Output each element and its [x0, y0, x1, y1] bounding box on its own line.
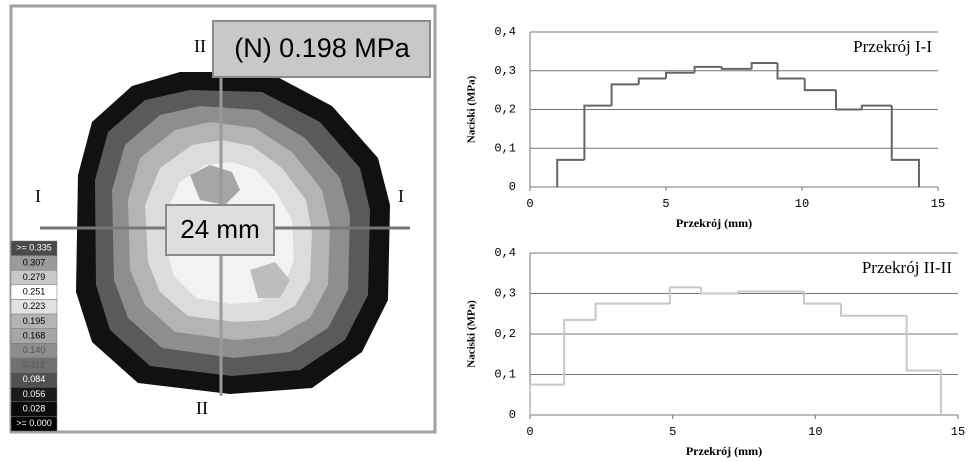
- step: [840, 303, 907, 317]
- legend-label: 0.112: [23, 360, 45, 370]
- legend: >= 0.335 0.307 0.279 0.251 0.223 0.195 0.168 0.…: [10, 240, 58, 432]
- y-tick-label: 0: [509, 180, 516, 194]
- step: [700, 287, 739, 295]
- x-tick-label: 10: [795, 197, 809, 211]
- step: [610, 83, 639, 106]
- y-tick-label: 0,3: [494, 287, 516, 301]
- y-tick-label: 0,1: [494, 368, 516, 382]
- step: [802, 291, 842, 305]
- step: [563, 318, 596, 385]
- scale-label: 24 mm: [180, 214, 259, 244]
- legend-label: 0.056: [23, 389, 46, 399]
- step: [693, 65, 722, 73]
- y-axis-label: Naciski (MPa): [466, 75, 478, 143]
- y-tick-label: 0,4: [494, 25, 516, 39]
- legend-label: 0.195: [23, 316, 46, 326]
- contour: [190, 165, 240, 205]
- annotation: Przekrój I-I: [853, 37, 932, 56]
- step: [556, 158, 585, 187]
- step: [637, 77, 666, 85]
- scale-box: [165, 204, 275, 256]
- step: [665, 71, 695, 79]
- step: [776, 63, 805, 80]
- annotation: Przekrój II-II: [862, 258, 952, 277]
- step: [529, 383, 565, 415]
- step: [905, 315, 942, 415]
- legend-label: 0.028: [23, 403, 46, 413]
- legend-label: 0.223: [23, 301, 46, 311]
- y-tick-label: 0,3: [494, 64, 516, 78]
- y-axis-label: Naciski (MPa): [466, 300, 478, 368]
- x-tick-label: 5: [669, 425, 676, 439]
- section-label: I: [35, 186, 41, 206]
- y-tick-label: 0,4: [494, 246, 516, 260]
- legend-label: 0.307: [23, 257, 46, 267]
- step: [594, 302, 670, 320]
- reading-box: [212, 20, 431, 78]
- y-tick-label: 0,2: [494, 103, 516, 117]
- section-label: II: [196, 398, 208, 418]
- step: [835, 90, 862, 111]
- step: [750, 62, 778, 69]
- legend-label: 0.084: [23, 374, 46, 384]
- step: [860, 104, 892, 110]
- y-tick-label: 0: [509, 408, 516, 422]
- step: [720, 66, 752, 70]
- x-axis-label: Przekrój (mm): [676, 216, 752, 230]
- x-tick-label: 0: [526, 197, 533, 211]
- step: [583, 104, 612, 160]
- legend-swatch: [10, 416, 58, 432]
- contour: [250, 262, 290, 298]
- y-tick-label: 0,1: [494, 141, 516, 155]
- x-tick-label: 5: [662, 197, 669, 211]
- y-tick-label: 0,2: [494, 327, 516, 341]
- reading: (N) 0.198 MPa: [234, 33, 411, 63]
- section-label: I: [398, 186, 404, 206]
- x-tick-label: 10: [808, 425, 822, 439]
- legend-label: 0.168: [23, 330, 46, 340]
- legend-label: 0.251: [23, 287, 46, 297]
- legend-label: >= 0.000: [16, 418, 52, 428]
- section-label: II: [194, 36, 206, 56]
- step: [803, 78, 836, 92]
- legend-label: >= 0.335: [16, 243, 52, 253]
- legend-label: 0.140: [23, 345, 46, 355]
- step: [890, 105, 920, 187]
- legend-label: 0.279: [23, 272, 46, 282]
- x-tick-label: 15: [951, 425, 965, 439]
- x-axis-label: Przekrój (mm): [686, 444, 762, 458]
- x-tick-label: 15: [931, 197, 945, 211]
- step: [737, 290, 804, 294]
- x-tick-label: 0: [526, 425, 533, 439]
- step: [668, 286, 702, 304]
